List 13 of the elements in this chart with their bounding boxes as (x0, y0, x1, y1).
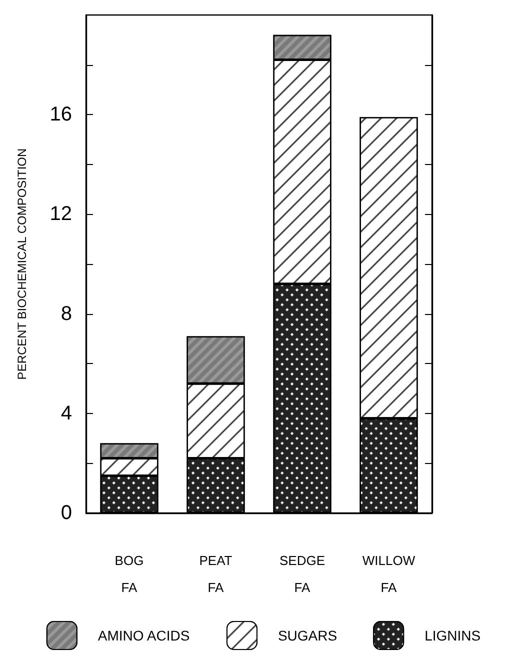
x-tick-label: PEAT FA (199, 553, 232, 595)
y-tick-label: 16 (50, 104, 72, 126)
x-tick-label: BOG FA (114, 553, 144, 595)
y-tick-label: 4 (60, 402, 72, 424)
y-tick-label: 0 (60, 502, 72, 524)
x-tick-label: SEDGE FA (279, 553, 326, 595)
y-axis-title: PERCENT BIOCHEMICAL COMPOSITION (15, 148, 29, 380)
legend-label: LIGNINS (424, 628, 481, 644)
y-tick-label: 12 (50, 203, 72, 226)
legend-label: AMINO ACIDS (98, 628, 190, 644)
x-tick-label: WILLOW FA (362, 553, 416, 595)
legend-label: SUGARS (278, 628, 338, 644)
y-tick-label: 8 (60, 302, 72, 325)
